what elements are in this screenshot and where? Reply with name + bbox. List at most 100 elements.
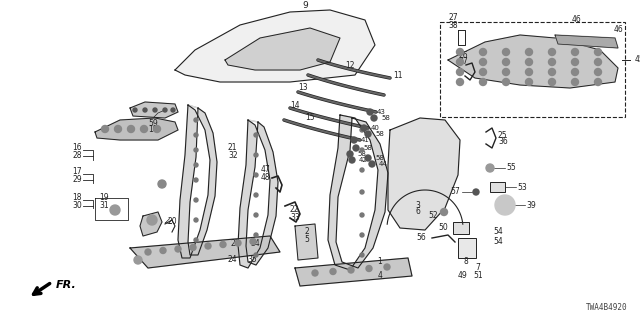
Circle shape — [145, 249, 151, 255]
Circle shape — [194, 238, 198, 242]
Circle shape — [572, 49, 579, 55]
Text: 25: 25 — [498, 131, 508, 140]
Text: 43: 43 — [377, 109, 386, 115]
Circle shape — [127, 125, 134, 132]
Circle shape — [525, 59, 532, 66]
Text: 35: 35 — [247, 254, 257, 263]
Text: 8: 8 — [463, 258, 468, 267]
Text: 57: 57 — [451, 188, 460, 196]
Circle shape — [153, 108, 157, 112]
Circle shape — [473, 189, 479, 195]
Circle shape — [163, 108, 167, 112]
Text: 42: 42 — [359, 157, 368, 163]
Circle shape — [194, 178, 198, 182]
Circle shape — [572, 68, 579, 76]
Polygon shape — [225, 28, 340, 70]
Circle shape — [548, 49, 556, 55]
Polygon shape — [95, 118, 178, 140]
Text: 11: 11 — [393, 70, 403, 79]
Circle shape — [440, 209, 447, 215]
Circle shape — [194, 198, 198, 202]
Circle shape — [456, 68, 463, 76]
Text: 32: 32 — [228, 150, 237, 159]
Circle shape — [479, 49, 486, 55]
Text: 45: 45 — [635, 55, 640, 65]
Text: 2: 2 — [305, 228, 309, 236]
Circle shape — [194, 163, 198, 167]
Text: 10: 10 — [148, 125, 158, 134]
Circle shape — [367, 109, 373, 115]
Circle shape — [158, 180, 166, 188]
Circle shape — [194, 218, 198, 222]
Circle shape — [351, 137, 357, 143]
Bar — [453, 222, 469, 234]
Polygon shape — [295, 224, 318, 260]
Circle shape — [360, 128, 364, 132]
Circle shape — [502, 68, 509, 76]
Text: 34: 34 — [250, 238, 260, 247]
Circle shape — [365, 131, 371, 137]
Circle shape — [456, 78, 463, 85]
Text: 40: 40 — [371, 125, 380, 131]
Circle shape — [171, 108, 175, 112]
Polygon shape — [328, 115, 388, 270]
Circle shape — [115, 125, 122, 132]
Circle shape — [360, 233, 364, 237]
Circle shape — [102, 125, 109, 132]
Circle shape — [250, 238, 256, 244]
Text: 44: 44 — [379, 161, 388, 167]
Text: 15: 15 — [305, 114, 315, 123]
Circle shape — [572, 78, 579, 85]
Text: 55: 55 — [506, 164, 516, 172]
Polygon shape — [130, 236, 280, 268]
Text: 36: 36 — [498, 138, 508, 147]
Circle shape — [110, 205, 120, 215]
Text: 58: 58 — [381, 115, 390, 121]
Circle shape — [254, 213, 258, 217]
Text: 16: 16 — [72, 143, 82, 153]
Circle shape — [205, 243, 211, 249]
Text: 26: 26 — [458, 51, 468, 60]
Polygon shape — [448, 35, 618, 88]
Text: 3: 3 — [415, 201, 420, 210]
Circle shape — [254, 253, 258, 257]
Circle shape — [254, 173, 258, 177]
Circle shape — [254, 153, 258, 157]
Bar — [440, 22, 625, 117]
Text: 17: 17 — [72, 167, 82, 177]
Circle shape — [525, 49, 532, 55]
Text: 47: 47 — [260, 165, 270, 174]
Text: 19: 19 — [99, 194, 109, 203]
Text: 48: 48 — [260, 172, 270, 181]
Polygon shape — [388, 118, 460, 230]
Text: 46: 46 — [571, 15, 581, 25]
Text: 23: 23 — [230, 238, 240, 247]
Circle shape — [160, 247, 166, 253]
Circle shape — [486, 164, 494, 172]
Bar — [490, 182, 505, 192]
Text: 30: 30 — [72, 201, 82, 210]
Circle shape — [235, 240, 241, 246]
Text: FR.: FR. — [56, 280, 77, 290]
Circle shape — [525, 78, 532, 85]
Circle shape — [254, 233, 258, 237]
Circle shape — [456, 49, 463, 55]
Circle shape — [360, 253, 364, 257]
Text: 1: 1 — [378, 258, 382, 267]
Circle shape — [360, 148, 364, 152]
Circle shape — [456, 59, 463, 66]
Circle shape — [194, 118, 198, 122]
Text: 9: 9 — [302, 1, 308, 10]
Text: 51: 51 — [473, 270, 483, 279]
Circle shape — [175, 246, 181, 252]
Circle shape — [312, 270, 318, 276]
Circle shape — [502, 49, 509, 55]
Circle shape — [194, 148, 198, 152]
Circle shape — [361, 125, 367, 131]
Circle shape — [347, 151, 353, 157]
Circle shape — [349, 157, 355, 163]
Text: 5: 5 — [305, 236, 309, 244]
Text: 18: 18 — [72, 194, 82, 203]
Circle shape — [595, 49, 602, 55]
Polygon shape — [175, 10, 375, 82]
